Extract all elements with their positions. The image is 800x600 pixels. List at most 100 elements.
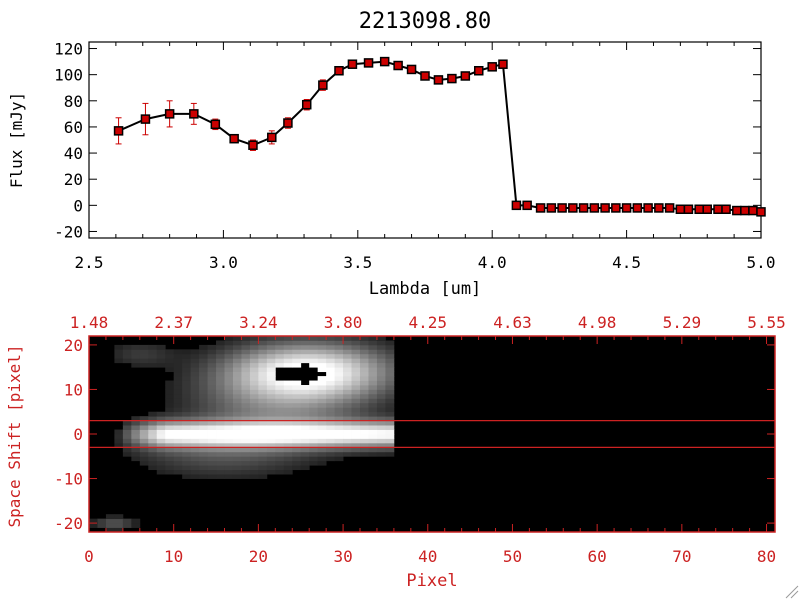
heatmap-cell	[326, 367, 336, 373]
spectrum-point	[334, 65, 344, 76]
heatmap-cell	[232, 442, 242, 448]
heatmap-cell	[317, 407, 327, 413]
heatmap-cell	[360, 402, 369, 408]
heatmap-cell	[241, 474, 251, 479]
image-x-tick-label: 80	[757, 547, 776, 566]
heatmap-cell	[216, 398, 225, 404]
heatmap-cell	[292, 460, 302, 466]
heatmap-cell	[241, 398, 251, 404]
heatmap-cell	[360, 385, 369, 390]
heatmap-cell	[334, 376, 344, 381]
heatmap-cell	[266, 358, 276, 364]
heatmap-cell	[351, 353, 361, 359]
resize-grip-icon[interactable]	[785, 585, 799, 599]
heatmap-cell	[360, 407, 369, 413]
heatmap-cell	[182, 442, 192, 448]
heatmap-cell	[199, 460, 208, 466]
heatmap-cell	[224, 474, 234, 479]
heatmap-cell	[283, 411, 293, 417]
spectrum-point	[546, 203, 557, 213]
heatmap-cell	[199, 362, 208, 368]
heatmap-cell	[207, 407, 217, 413]
heatmap-cell	[232, 407, 242, 413]
heatmap-cell	[351, 416, 361, 422]
heatmap-cell	[241, 411, 251, 417]
heatmap-cell	[343, 376, 352, 381]
heatmap-cell	[326, 398, 336, 404]
heatmap-cell	[343, 411, 352, 417]
heatmap-cell	[182, 460, 192, 466]
heatmap-cell	[258, 434, 268, 439]
heatmap-cell	[216, 434, 225, 439]
spectrum-y-tick-label: 80	[64, 92, 83, 111]
heatmap-cell	[165, 456, 175, 462]
heatmap-cell	[266, 380, 276, 386]
heatmap-cell	[148, 456, 158, 462]
heatmap-cell	[224, 442, 234, 448]
heatmap-cell	[326, 358, 336, 364]
heatmap-cell	[258, 402, 268, 408]
heatmap-cell	[283, 434, 293, 439]
heatmap-cell	[199, 393, 208, 399]
heatmap-cell	[343, 402, 352, 408]
spectrum-series	[113, 56, 766, 217]
heatmap-cell	[182, 447, 192, 453]
heatmap-cell	[216, 393, 225, 399]
image-top-tick-label: 2.37	[154, 313, 193, 332]
heatmap-cell	[232, 393, 242, 399]
heatmap-cell	[385, 425, 395, 430]
heatmap-cell	[326, 429, 336, 435]
heatmap-cell	[207, 447, 217, 453]
heatmap-cell	[224, 344, 234, 350]
heatmap-cell	[376, 376, 386, 381]
heatmap-cell	[309, 398, 319, 404]
heatmap-cell	[351, 420, 361, 426]
spectrum-point	[578, 203, 589, 213]
heatmap-cell	[173, 353, 183, 359]
heatmap-cell	[368, 393, 378, 399]
heatmap-cell	[385, 344, 395, 350]
heatmap-cell	[207, 411, 217, 417]
heatmap-cell	[385, 380, 395, 386]
heatmap-cell	[376, 411, 386, 417]
heatmap-cell	[368, 429, 378, 435]
heatmap-cell	[190, 385, 200, 390]
heatmap-cell	[199, 349, 208, 355]
heatmap-cell	[368, 362, 378, 368]
heatmap-cell	[368, 407, 378, 413]
heatmap-cell	[376, 438, 386, 444]
spectrum-y-ticks: -20 0 20 40 60 80 100 120	[54, 40, 761, 241]
heatmap-cell	[309, 451, 319, 457]
heatmap-cell	[182, 420, 192, 426]
heatmap-cell	[343, 451, 352, 457]
heatmap-cell	[249, 371, 259, 377]
heatmap-cell	[292, 434, 302, 439]
heatmap-cell	[199, 438, 208, 444]
heatmap-cell	[292, 380, 302, 386]
heatmap-cell	[249, 460, 259, 466]
heatmap-cell	[249, 393, 259, 399]
heatmap-cell	[165, 434, 175, 439]
spectrum-x-tick-label: 4.5	[612, 253, 641, 272]
heatmap-cell	[275, 385, 285, 390]
heatmap-cell	[114, 434, 124, 439]
heatmap-cell	[156, 465, 166, 471]
heatmap-cell	[165, 469, 175, 475]
heatmap-cell	[292, 429, 302, 435]
heatmap-cell	[232, 336, 242, 341]
heatmap-cell	[360, 442, 369, 448]
heatmap-cell	[207, 465, 217, 471]
heatmap-cell	[385, 358, 395, 364]
heatmap-cell	[376, 367, 386, 373]
heatmap-cell	[241, 465, 251, 471]
heatmap-cell	[360, 353, 369, 359]
heatmap-cell	[258, 336, 268, 341]
heatmap-cell	[199, 469, 208, 475]
heatmap-cell	[199, 451, 208, 457]
spectrum-x-tick-label: 3.0	[209, 253, 238, 272]
heatmap-cell	[309, 429, 319, 435]
heatmap-cell	[258, 362, 268, 368]
heatmap-cell	[266, 362, 276, 368]
heatmap-cell	[326, 411, 336, 417]
heatmap-cell	[241, 349, 251, 355]
